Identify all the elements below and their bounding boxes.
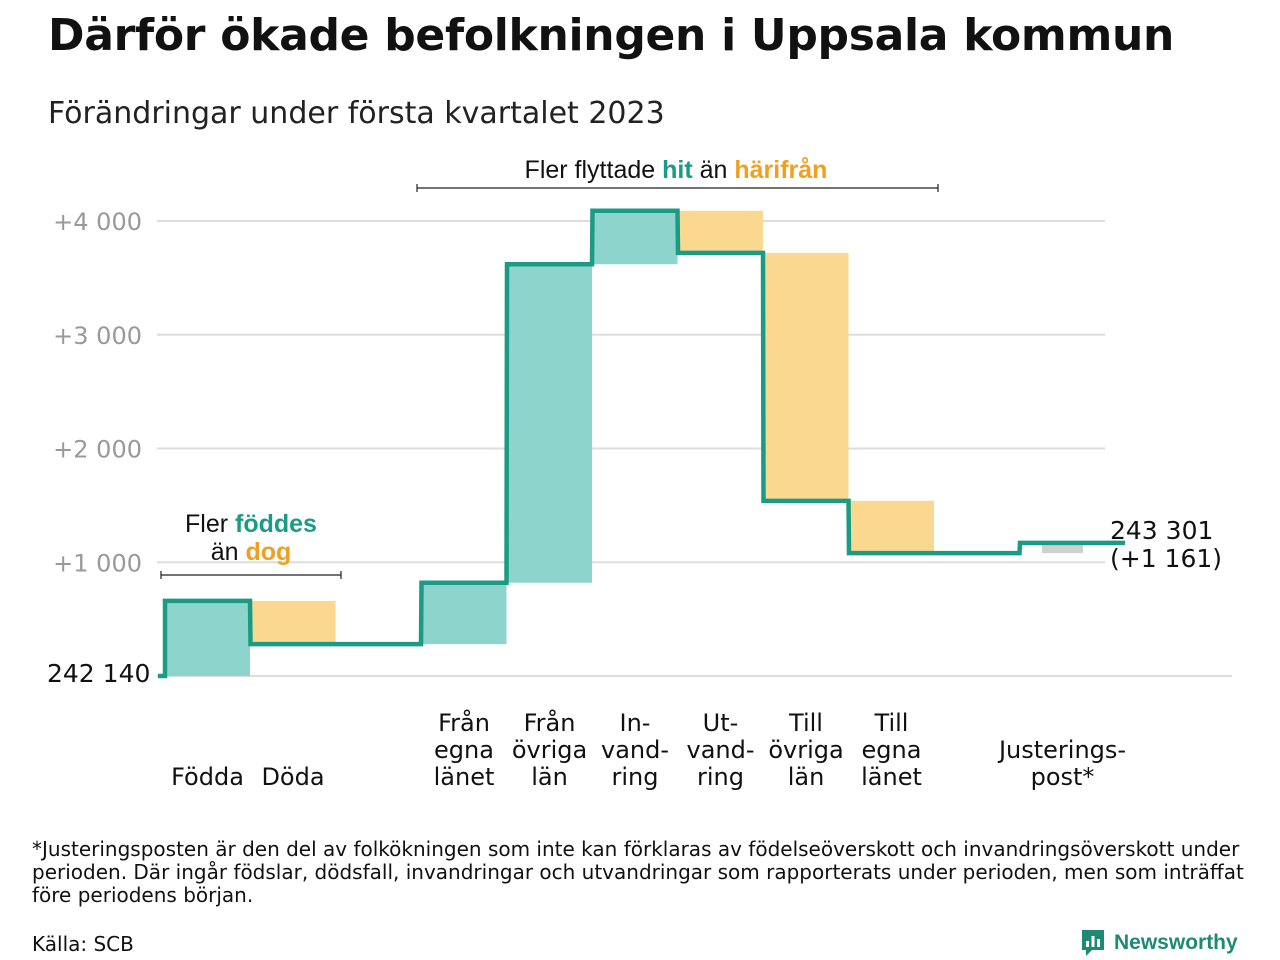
bar: Döda [250,600,336,645]
x-category-label: ring [612,763,659,791]
brand-name: Newsworthy [1114,931,1238,954]
running-total-path [158,208,1125,679]
y-tick-label: +4 000 [53,208,142,236]
gridlines [157,220,1232,677]
x-category-label: egna [434,736,494,764]
x-category-label: vand- [686,736,754,764]
moves-annotation-prefix: Fler flyttade [525,156,663,184]
deaths-annotation-prefix: än [211,538,246,566]
x-category-label: länet [861,763,922,791]
x-category-label: län [531,763,568,791]
source-label: Källa: SCB [32,932,134,956]
x-category-label: egna [862,736,922,764]
chart-subtitle: Förändringar under första kvartalet 2023 [48,96,665,131]
footnote: *Justeringsposten är den del av folkökni… [32,837,1244,907]
x-category-label: post* [1031,763,1095,791]
x-category-label: övriga [512,736,587,764]
annotations: Fler föddes än dog Fler flyttade hit än … [160,156,939,579]
chart-title: Därför ökade befolkningen i Uppsala komm… [48,10,1175,61]
bar: Till övriga län [763,252,849,501]
y-tick-label: +3 000 [53,322,142,350]
births-annotation-prefix: Fler [185,510,235,538]
bar: Ut- vand- ring [678,210,763,253]
bar: Justerings- post* [1042,542,1083,554]
end-value-label: 243 301 [1110,516,1213,545]
moves-annotation: Fler flyttade hit än härifrån [525,156,828,184]
x-category-label: Från [438,708,490,737]
x-category-label: Ut- [703,709,739,737]
x-category-label: In- [620,709,651,737]
x-category-label: län [788,763,825,791]
newsworthy-icon [1082,930,1104,956]
x-category-label: övriga [768,736,843,764]
x-category-label: Till [874,709,909,737]
moves-annotation-middle: än [693,156,735,184]
running-total-line [158,208,1125,679]
brand-logo: Newsworthy [1080,928,1238,958]
x-category-label: Döda [261,763,324,791]
y-tick-label: +2 000 [53,436,142,464]
bar: In- vand- ring [592,210,678,265]
y-tick-label: +1 000 [53,549,142,577]
x-category-label: Till [788,709,823,737]
x-category-label: vand- [601,736,669,764]
moves-annotation-highlight-out: härifrån [734,156,827,184]
bar: Från övriga län [507,264,592,583]
end-change-label: (+1 161) [1110,544,1222,573]
x-category-label: länet [434,763,495,791]
births-annotation-line1: Fler föddes [185,510,317,538]
deaths-annotation-highlight: dog [245,538,291,566]
x-category-label: ring [697,763,744,791]
births-annotation-highlight: föddes [235,510,317,538]
bar: Till egna länet [849,500,934,554]
bar: Från egna länet [421,582,507,645]
start-value-label: 242 140 [47,659,150,688]
moves-annotation-highlight-in: hit [662,156,693,184]
x-category-label: Från [524,708,576,737]
x-category-label: Födda [171,763,244,791]
births-annotation-line2: än dog [211,538,292,566]
bar: Födda [165,600,250,676]
x-category-label: Justerings- [997,736,1126,764]
